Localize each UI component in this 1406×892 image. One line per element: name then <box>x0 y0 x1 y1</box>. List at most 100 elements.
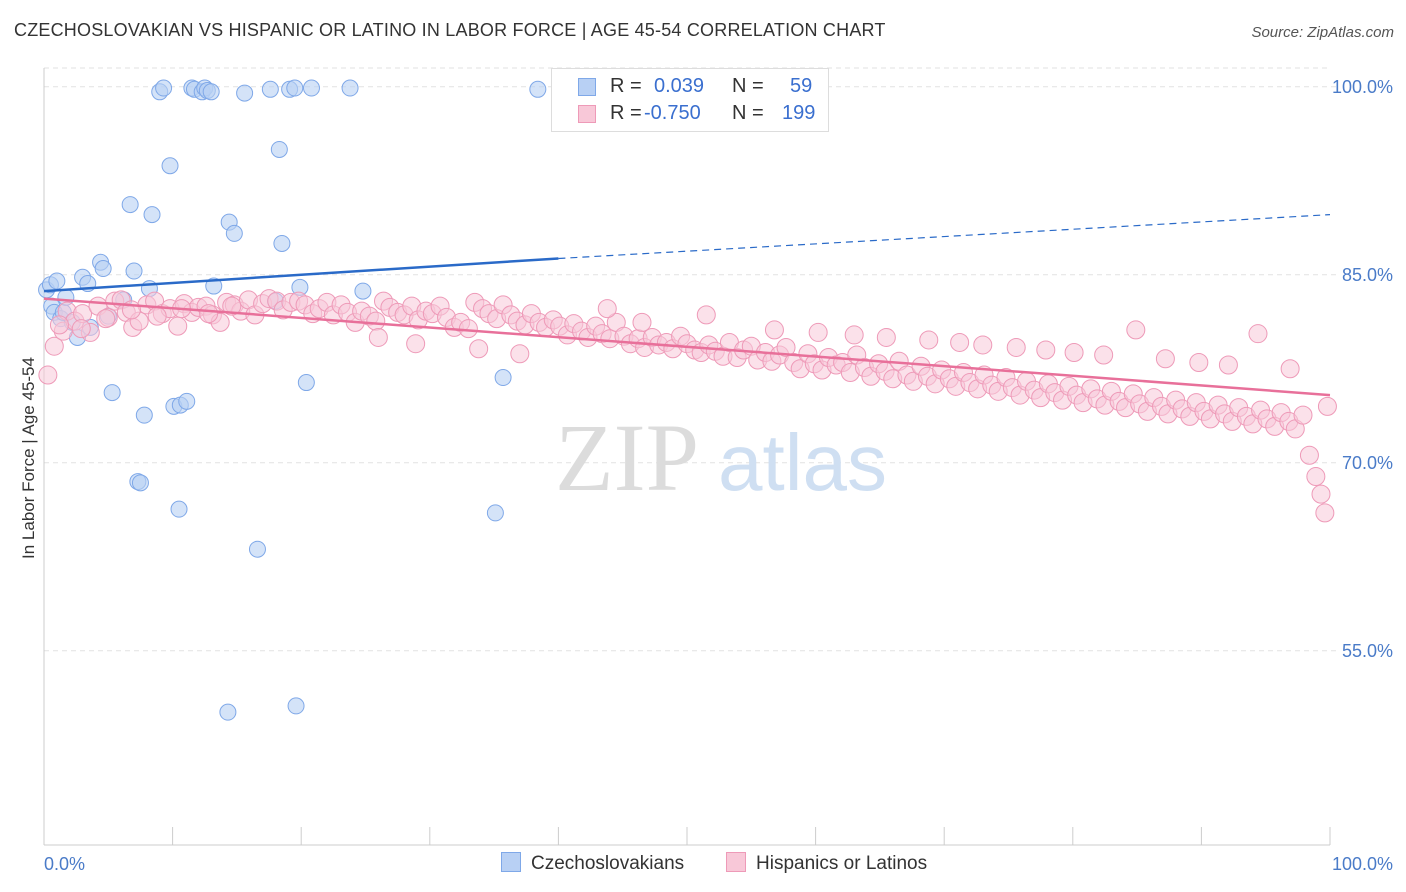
data-point-hispanic <box>168 316 188 336</box>
data-point-hispanic <box>406 334 426 354</box>
legend-swatch-blue <box>501 852 521 872</box>
data-point-hispanic <box>1280 359 1300 379</box>
data-point-czechoslovakian <box>248 540 266 558</box>
data-point-hispanic <box>1006 337 1026 357</box>
data-point-hispanic <box>458 319 478 339</box>
data-point-hispanic <box>1155 349 1175 369</box>
data-point-czechoslovakian <box>170 500 188 518</box>
r-value: 0.039 <box>654 75 705 97</box>
data-point-czechoslovakian <box>103 384 121 402</box>
data-point-hispanic <box>147 306 167 326</box>
data-point-czechoslovakian <box>297 374 315 392</box>
data-point-hispanic <box>38 365 58 385</box>
data-point-czechoslovakian <box>121 196 139 214</box>
n-label: N = <box>732 75 764 97</box>
data-point-hispanic <box>1189 353 1209 373</box>
data-point-czechoslovakian <box>94 260 112 278</box>
data-point-hispanic <box>96 309 116 329</box>
data-point-czechoslovakian <box>202 83 220 101</box>
data-point-hispanic <box>1306 467 1326 487</box>
data-point-hispanic <box>469 339 489 359</box>
data-point-czechoslovakian <box>135 406 153 424</box>
data-point-czechoslovakian <box>261 80 279 98</box>
watermark-atlas: atlas <box>718 418 887 507</box>
data-point-hispanic <box>1299 445 1319 465</box>
x-tick-label: 0.0% <box>44 854 85 874</box>
data-point-hispanic <box>1218 355 1238 375</box>
n-label: N = <box>732 102 764 124</box>
data-point-hispanic <box>1094 345 1114 365</box>
data-point-czechoslovakian <box>302 79 320 97</box>
data-point-czechoslovakian <box>341 79 359 97</box>
trend-line-hispanics <box>43 297 1331 397</box>
data-point-hispanic <box>950 332 970 352</box>
data-point-czechoslovakian <box>494 369 512 387</box>
legend-item-czechoslovakians: Czechoslovakians <box>501 852 684 875</box>
data-point-hispanic <box>876 327 896 347</box>
data-point-hispanic <box>71 319 91 339</box>
stats-row-czechoslovakians: R = 0.039 N = 59 <box>552 75 828 101</box>
data-point-hispanic <box>597 299 617 319</box>
y-tick-label: 85.0% <box>1342 265 1393 285</box>
data-point-hispanic <box>1126 320 1146 340</box>
data-point-hispanic <box>1248 324 1268 344</box>
legend-swatch-pink <box>726 852 746 872</box>
data-point-czechoslovakian <box>125 262 143 280</box>
legend-label: Hispanics or Latinos <box>756 853 928 874</box>
data-point-czechoslovakian <box>219 703 237 721</box>
data-point-czechoslovakian <box>486 504 504 522</box>
watermark-zip: ZIP <box>555 404 699 511</box>
trend-line-czechoslovakians <box>43 257 559 293</box>
data-point-czechoslovakian <box>225 224 243 242</box>
y-tick-label: 100.0% <box>1332 77 1393 97</box>
data-point-czechoslovakian <box>287 697 305 715</box>
r-value: -0.750 <box>644 102 701 124</box>
data-point-czechoslovakian <box>155 79 173 97</box>
data-point-hispanic <box>368 327 388 347</box>
y-tick-label: 55.0% <box>1342 641 1393 661</box>
legend-label: Czechoslovakians <box>531 853 685 874</box>
data-point-czechoslovakian <box>273 234 291 252</box>
data-point-hispanic <box>1064 342 1084 362</box>
data-point-czechoslovakian <box>236 84 254 102</box>
data-point-hispanic <box>1315 503 1335 523</box>
data-point-czechoslovakian <box>48 272 66 290</box>
data-point-hispanic <box>696 305 716 325</box>
data-point-hispanic <box>1036 340 1056 360</box>
n-value: 59 <box>790 75 813 97</box>
r-label: R = <box>610 75 642 97</box>
data-point-hispanic <box>199 304 219 324</box>
n-value: 199 <box>782 102 816 124</box>
series-czechoslovakians <box>38 79 547 721</box>
data-point-hispanic <box>510 344 530 364</box>
series-hispanics <box>38 289 1337 523</box>
data-point-hispanic <box>1311 484 1331 504</box>
data-point-czechoslovakian <box>354 282 372 300</box>
x-tick-label: 100.0% <box>1332 854 1393 874</box>
y-tick-label: 70.0% <box>1342 453 1393 473</box>
chart-title: CZECHOSLOVAKIAN VS HISPANIC OR LATINO IN… <box>14 20 886 40</box>
data-point-hispanic <box>222 296 242 316</box>
data-point-czechoslovakian <box>131 474 149 492</box>
trend-line-czechoslovakians-projection <box>558 214 1331 260</box>
data-point-hispanic <box>49 315 69 335</box>
data-point-czechoslovakian <box>161 157 179 175</box>
stats-legend: R = 0.039 N = 59 R = -0.750 N = 199 <box>551 68 829 132</box>
tick-labels: 100.0% 85.0% 70.0% 55.0% 0.0% 100.0% <box>44 77 1393 874</box>
data-point-hispanic <box>764 320 784 340</box>
data-point-hispanic <box>1293 405 1313 425</box>
legend-swatch-pink <box>578 105 596 123</box>
data-point-czechoslovakian <box>178 392 196 410</box>
data-point-hispanic <box>808 322 828 342</box>
watermark: ZIP atlas <box>555 404 887 511</box>
gridlines <box>44 67 1338 652</box>
axes <box>43 68 1331 846</box>
data-point-hispanic <box>366 311 386 331</box>
data-point-hispanic <box>919 330 939 350</box>
legend-item-hispanics: Hispanics or Latinos <box>726 852 927 875</box>
data-point-hispanic <box>844 325 864 345</box>
legend-swatch-blue <box>578 78 596 96</box>
stats-row-hispanics: R = -0.750 N = 199 <box>552 102 828 128</box>
data-point-hispanic <box>776 337 796 357</box>
